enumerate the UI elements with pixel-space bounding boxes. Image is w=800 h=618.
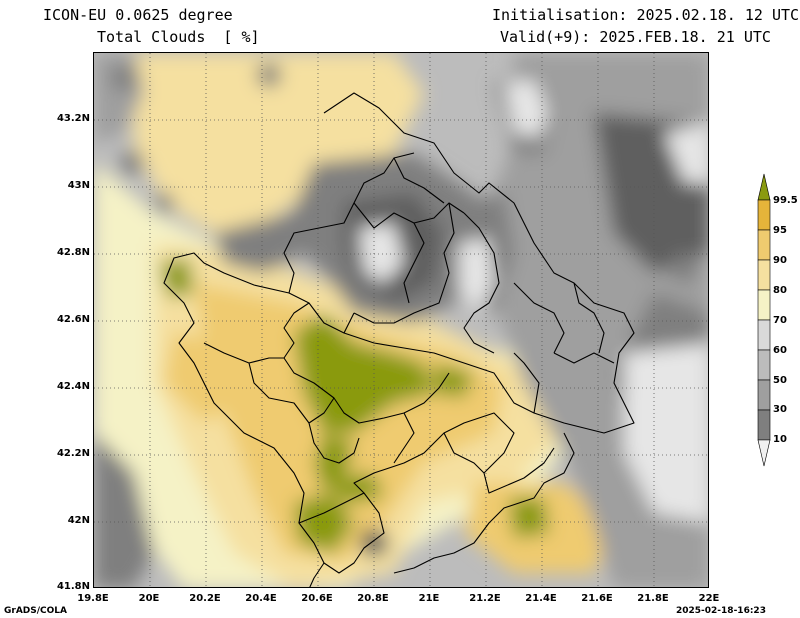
legend-label: 90 (773, 255, 787, 266)
lon-label: 21E (418, 593, 440, 604)
lon-label: 20.8E (357, 593, 389, 604)
legend-label: 80 (773, 285, 787, 296)
lon-label: 22E (698, 593, 720, 604)
software-credit: GrADS/COLA (4, 606, 67, 616)
lat-label: 42.4N (56, 381, 90, 392)
lat-label: 41.8N (56, 581, 90, 592)
lon-label: 21.6E (581, 593, 613, 604)
field-title: Total Clouds [ %] (97, 28, 260, 46)
legend-label: 99.5 (773, 195, 798, 206)
legend-label: 10 (773, 434, 787, 445)
legend-label: 70 (773, 315, 787, 326)
lat-label: 42.2N (56, 448, 90, 459)
cloud-cover-map (93, 52, 709, 588)
lat-label: 42.6N (56, 314, 90, 325)
valid-time: Valid(+9): 2025.FEB.18. 21 UTC (500, 28, 771, 46)
lon-label: 20E (138, 593, 160, 604)
legend-label: 50 (773, 375, 787, 386)
lat-label: 43.2N (56, 113, 90, 124)
init-time: Initialisation: 2025.02.18. 12 UTC (492, 6, 800, 24)
legend-label: 60 (773, 345, 787, 356)
lat-label: 42.8N (56, 247, 90, 258)
lon-label: 20.4E (245, 593, 277, 604)
lon-label: 21.8E (637, 593, 669, 604)
model-title: ICON-EU 0.0625 degree (43, 6, 233, 24)
color-legend (757, 173, 771, 467)
legend-label: 30 (773, 404, 787, 415)
plot-timestamp: 2025-02-18-16:23 (676, 606, 766, 616)
lat-label: 42N (67, 515, 90, 526)
lon-label: 21.2E (469, 593, 501, 604)
lat-label: 43N (67, 180, 90, 191)
lon-label: 20.2E (189, 593, 221, 604)
legend-label: 95 (773, 225, 787, 236)
lon-label: 20.6E (301, 593, 333, 604)
lon-label: 21.4E (525, 593, 557, 604)
lon-label: 19.8E (77, 593, 109, 604)
